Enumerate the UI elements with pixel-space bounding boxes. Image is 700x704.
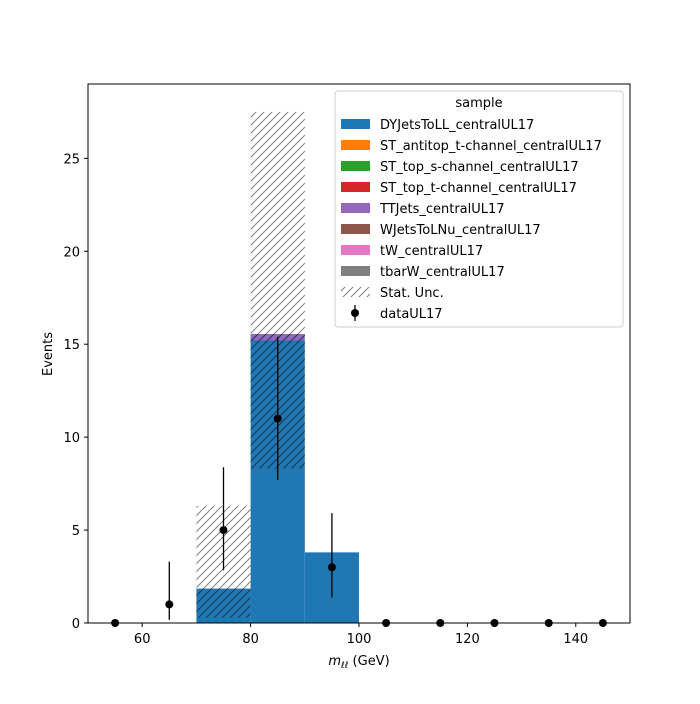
legend-label-1: ST_antitop_t-channel_centralUL17 — [380, 139, 602, 154]
y-axis-label: Events — [41, 332, 56, 376]
y-tick-label-0: 0 — [72, 617, 80, 632]
legend-label-4: TTJets_centralUL17 — [379, 202, 505, 217]
legend-entries: DYJetsToLL_centralUL17 ST_antitop_t-chann… — [341, 118, 602, 322]
data-point-1 — [165, 600, 174, 609]
x-axis-label-main: m — [328, 654, 341, 669]
x-tick-label-4: 140 — [563, 632, 588, 647]
legend-title: sample — [455, 96, 502, 111]
legend-label-3: ST_top_t-channel_centralUL17 — [380, 181, 577, 196]
x-tick-label-0: 60 — [134, 632, 151, 647]
legend-swatch-2 — [341, 161, 370, 171]
legend-swatch-stat-unc — [341, 287, 370, 297]
y-tick-label-2: 10 — [63, 431, 80, 446]
legend-label-9: dataUL17 — [380, 307, 443, 322]
legend-data-marker — [351, 309, 359, 317]
legend-swatch-0 — [341, 119, 370, 129]
legend-swatch-3 — [341, 182, 370, 192]
legend-box — [334, 90, 624, 328]
y-tick-label-1: 5 — [72, 524, 80, 539]
data-point-4 — [327, 563, 336, 572]
legend-swatch-4 — [341, 203, 370, 213]
legend-label-8: Stat. Unc. — [380, 286, 444, 301]
legend-label-2: ST_top_s-channel_centralUL17 — [380, 160, 579, 175]
legend: sample DYJetsToLL_centralUL17 ST_antitop_… — [334, 90, 624, 328]
stat-unc-upper-1 — [250, 111, 305, 334]
y-tick-label-4: 20 — [63, 245, 80, 260]
stat-unc-lower-0 — [196, 588, 251, 618]
x-axis-ticks: 60 80 100 120 140 — [134, 623, 588, 647]
y-axis-ticks: 0 5 10 15 20 25 — [63, 152, 88, 632]
legend-label-6: tW_centralUL17 — [380, 244, 483, 259]
legend-swatch-1 — [341, 140, 370, 150]
x-tick-label-1: 80 — [242, 632, 259, 647]
legend-swatch-6 — [341, 245, 370, 255]
x-tick-label-3: 120 — [455, 632, 480, 647]
data-point-2 — [219, 526, 228, 535]
plot-area — [111, 111, 607, 627]
legend-label-0: DYJetsToLL_centralUL17 — [380, 118, 534, 133]
x-tick-label-2: 100 — [347, 632, 372, 647]
x-axis-label-unit: (GeV) — [348, 654, 389, 669]
data-point-3 — [273, 414, 282, 423]
legend-label-7: tbarW_centralUL17 — [380, 265, 505, 280]
x-axis-label: mℓℓ (GeV) — [328, 654, 389, 671]
legend-label-5: WJetsToLNu_centralUL17 — [380, 223, 541, 238]
y-tick-label-5: 25 — [63, 152, 80, 167]
x-axis-label-sub: ℓℓ — [340, 661, 348, 671]
legend-swatch-7 — [341, 266, 370, 276]
legend-swatch-5 — [341, 224, 370, 234]
y-tick-label-3: 15 — [63, 338, 80, 353]
